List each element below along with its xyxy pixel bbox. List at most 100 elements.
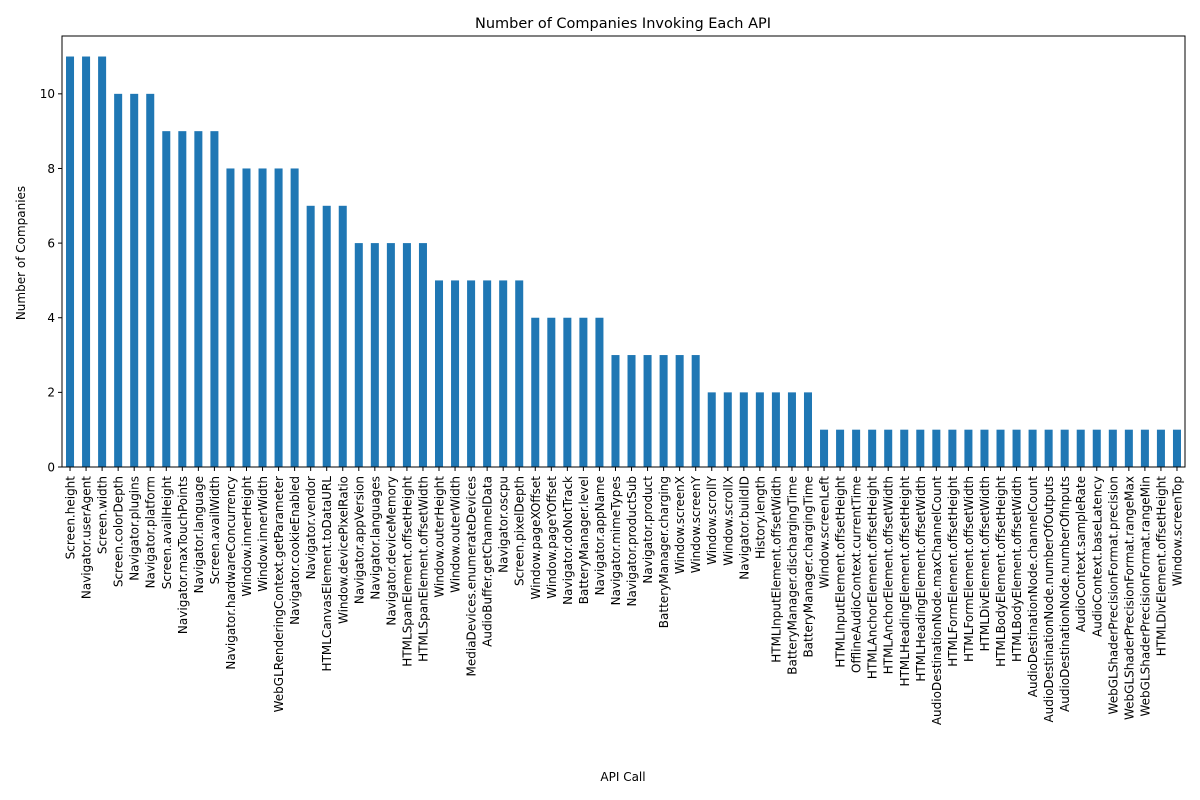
x-tick-label: HTMLSpanElement.offsetWidth xyxy=(416,476,430,662)
x-tick-label: Screen.colorDepth xyxy=(112,476,126,587)
bar xyxy=(210,131,218,467)
bar xyxy=(997,430,1005,467)
bar xyxy=(1093,430,1101,467)
x-tick-label: HTMLHeadingElement.offsetHeight xyxy=(898,476,912,687)
x-tick-label: Screen.pixelDepth xyxy=(513,476,527,586)
bar xyxy=(483,280,491,467)
bar xyxy=(371,243,379,467)
bar xyxy=(403,243,411,467)
bar xyxy=(644,355,652,467)
bar xyxy=(339,206,347,467)
x-tick-label: WebGLShaderPrecisionFormat.rangeMax xyxy=(1122,476,1136,720)
bar xyxy=(515,280,523,467)
x-tick-label: BatteryManager.chargingTime xyxy=(801,476,815,658)
bar xyxy=(563,318,571,467)
x-tick-label: Navigator.deviceMemory xyxy=(384,476,398,626)
x-tick-label: Navigator.productSub xyxy=(625,476,639,606)
x-tick-label: Navigator.language xyxy=(192,476,206,593)
bar xyxy=(242,168,250,467)
y-ticks-group: 0246810 xyxy=(40,87,62,474)
x-tick-label: Window.screenTop xyxy=(1170,476,1184,586)
y-tick-label: 6 xyxy=(47,236,55,250)
x-ticks-group: Screen.height Navigator.userAgent Screen.w… xyxy=(64,467,1185,725)
x-tick-label: Navigator.doNotTrack xyxy=(561,476,575,605)
bar xyxy=(275,168,283,467)
x-tick-label: BatteryManager.charging xyxy=(657,476,671,628)
x-tick-label: Navigator.hardwareConcurrency xyxy=(224,476,238,670)
y-tick-label: 4 xyxy=(47,311,55,325)
bar xyxy=(804,392,812,467)
bar xyxy=(595,318,603,467)
bar xyxy=(146,94,154,467)
bar xyxy=(900,430,908,467)
bar xyxy=(756,392,764,467)
x-tick-label: Navigator.appName xyxy=(593,476,607,595)
y-tick-label: 0 xyxy=(47,460,55,474)
bar xyxy=(98,57,106,467)
x-tick-label: AudioDestinationNode.maxChannelCount xyxy=(930,476,944,725)
bar xyxy=(868,430,876,467)
x-tick-label: Screen.width xyxy=(96,476,110,554)
x-tick-label: Window.screenX xyxy=(673,476,687,574)
x-tick-label: Window.scrollY xyxy=(705,475,719,565)
bar xyxy=(130,94,138,467)
bar xyxy=(1013,430,1021,467)
x-tick-label: OfflineAudioContext.currentTime xyxy=(850,476,864,673)
x-tick-label: WebGLRenderingContext.getParameter xyxy=(272,476,286,712)
bar xyxy=(1077,430,1085,467)
bar xyxy=(980,430,988,467)
bar xyxy=(740,392,748,467)
bar xyxy=(836,430,844,467)
bar xyxy=(82,57,90,467)
x-tick-label: HTMLDivElement.offsetWidth xyxy=(978,476,992,651)
x-tick-label: HTMLBodyElement.offsetWidth xyxy=(1010,476,1024,662)
x-tick-label: Window.screenLeft xyxy=(818,476,832,589)
chart-title: Number of Companies Invoking Each API xyxy=(475,16,771,32)
x-tick-label: BatteryManager.level xyxy=(577,476,591,604)
bar xyxy=(178,131,186,467)
bar xyxy=(291,168,299,467)
x-tick-label: HTMLAnchorElement.offsetWidth xyxy=(882,476,896,674)
bar xyxy=(772,392,780,467)
bar xyxy=(194,131,202,467)
x-tick-label: WebGLShaderPrecisionFormat.rangeMin xyxy=(1138,476,1152,717)
x-tick-label: Navigator.maxTouchPoints xyxy=(176,476,190,634)
bar xyxy=(708,392,716,467)
bar xyxy=(579,318,587,467)
bar xyxy=(676,355,684,467)
bar xyxy=(611,355,619,467)
x-tick-label: MediaDevices.enumerateDevices xyxy=(465,476,479,676)
bars-group xyxy=(66,57,1181,467)
x-tick-label: Window.pageXOffset xyxy=(529,476,543,600)
x-tick-label: HTMLInputElement.offsetWidth xyxy=(769,476,783,663)
x-tick-label: HTMLAnchorElement.offsetHeight xyxy=(866,476,880,679)
x-tick-label: Window.outerWidth xyxy=(449,476,463,593)
x-tick-label: HTMLSpanElement.offsetHeight xyxy=(400,476,414,667)
bar xyxy=(852,430,860,467)
bar xyxy=(259,168,267,467)
x-tick-label: Window.innerHeight xyxy=(240,476,254,597)
x-tick-label: Window.pageYOffset xyxy=(545,476,559,599)
x-tick-label: AudioContext.sampleRate xyxy=(1074,476,1088,632)
x-tick-label: Window.innerWidth xyxy=(256,476,270,592)
x-tick-label: History.length xyxy=(753,476,767,559)
bar xyxy=(387,243,395,467)
x-tick-label: Navigator.plugins xyxy=(128,476,142,581)
x-tick-label: WebGLShaderPrecisionFormat.precision xyxy=(1106,476,1120,714)
x-tick-label: Navigator.userAgent xyxy=(80,476,94,599)
bar xyxy=(724,392,732,467)
x-tick-label: Window.devicePixelRatio xyxy=(336,476,350,624)
x-tick-label: HTMLHeadingElement.offsetWidth xyxy=(914,476,928,682)
bar xyxy=(1045,430,1053,467)
x-tick-label: HTMLCanvasElement.toDataURL xyxy=(320,476,334,672)
bar xyxy=(884,430,892,467)
x-tick-label: AudioBuffer.getChannelData xyxy=(481,476,495,647)
bar xyxy=(451,280,459,467)
bar xyxy=(114,94,122,467)
x-tick-label: Navigator.platform xyxy=(144,476,158,588)
y-tick-label: 8 xyxy=(47,162,55,176)
x-tick-label: Navigator.cookieEnabled xyxy=(288,476,302,625)
x-tick-label: HTMLInputElement.offsetHeight xyxy=(834,476,848,668)
x-tick-label: AudioDestinationNode.numberOfInputs xyxy=(1058,476,1072,712)
x-tick-label: Screen.height xyxy=(64,476,78,560)
